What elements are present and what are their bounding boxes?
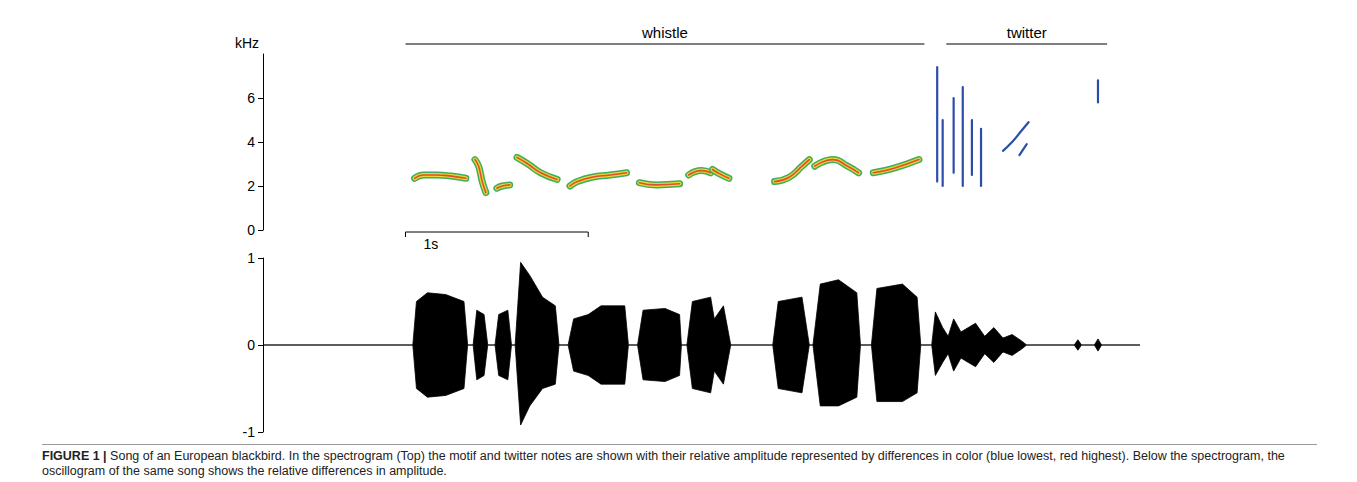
svg-text:1s: 1s xyxy=(424,236,439,252)
svg-text:kHz: kHz xyxy=(235,35,259,51)
svg-text:6: 6 xyxy=(247,90,255,106)
svg-text:4: 4 xyxy=(247,134,255,150)
html-text:FIGURE 1 | Song of an European: FIGURE 1 | Song of an European blackbird… xyxy=(42,449,1285,478)
svg-text:-1: -1 xyxy=(243,424,256,440)
svg-text:1: 1 xyxy=(247,250,255,266)
svg-text:2: 2 xyxy=(247,178,255,194)
svg-text:twitter: twitter xyxy=(1007,24,1047,41)
svg-text:0: 0 xyxy=(247,337,255,353)
svg-text:0: 0 xyxy=(247,222,255,238)
svg-text:whistle: whistle xyxy=(641,24,688,41)
